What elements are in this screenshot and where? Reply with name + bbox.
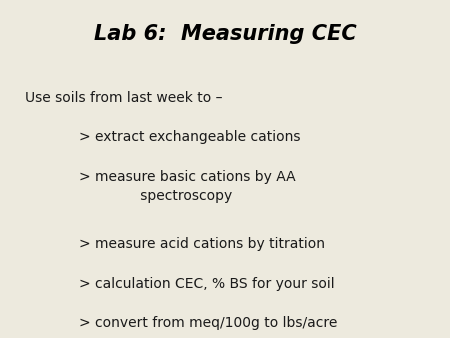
Text: Lab 6:  Measuring CEC: Lab 6: Measuring CEC [94,24,356,44]
Text: > calculation CEC, % BS for your soil: > calculation CEC, % BS for your soil [79,277,334,291]
Text: > convert from meq/100g to lbs/acre: > convert from meq/100g to lbs/acre [79,316,337,330]
Text: > measure acid cations by titration: > measure acid cations by titration [79,237,325,251]
Text: > extract exchangeable cations: > extract exchangeable cations [79,130,300,144]
Text: > measure basic cations by AA
              spectroscopy: > measure basic cations by AA spectrosco… [79,170,295,203]
Text: Use soils from last week to –: Use soils from last week to – [25,91,222,105]
